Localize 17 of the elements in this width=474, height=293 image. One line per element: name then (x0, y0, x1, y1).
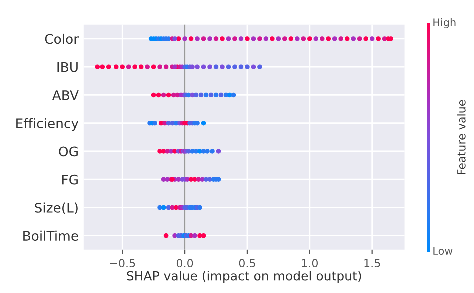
y-tick-label: Color (45, 34, 80, 44)
x-axis-title: SHAP value (impact on model output) (127, 271, 362, 284)
y-tick-label: FG (62, 174, 78, 185)
text: High (434, 18, 456, 28)
x-tick-label: 1.0 (302, 259, 318, 268)
text: Low (434, 247, 453, 255)
y-tick-label: ABV (52, 90, 79, 100)
x-tick-label: −0.5 (110, 259, 136, 268)
y-tick-label: Efficiency (16, 118, 79, 132)
x-tick-label: 1.5 (364, 259, 380, 268)
y-tick-label: Size(L) (35, 202, 78, 214)
x-tick-label: 0.5 (239, 259, 256, 268)
y-tick-label: BoilTime (24, 230, 78, 242)
color-bar-title: Feature value (457, 100, 466, 175)
x-tick-label: 0.0 (176, 259, 194, 268)
y-tick-label: OG (59, 146, 78, 157)
y-tick-label: IBU (58, 62, 78, 72)
